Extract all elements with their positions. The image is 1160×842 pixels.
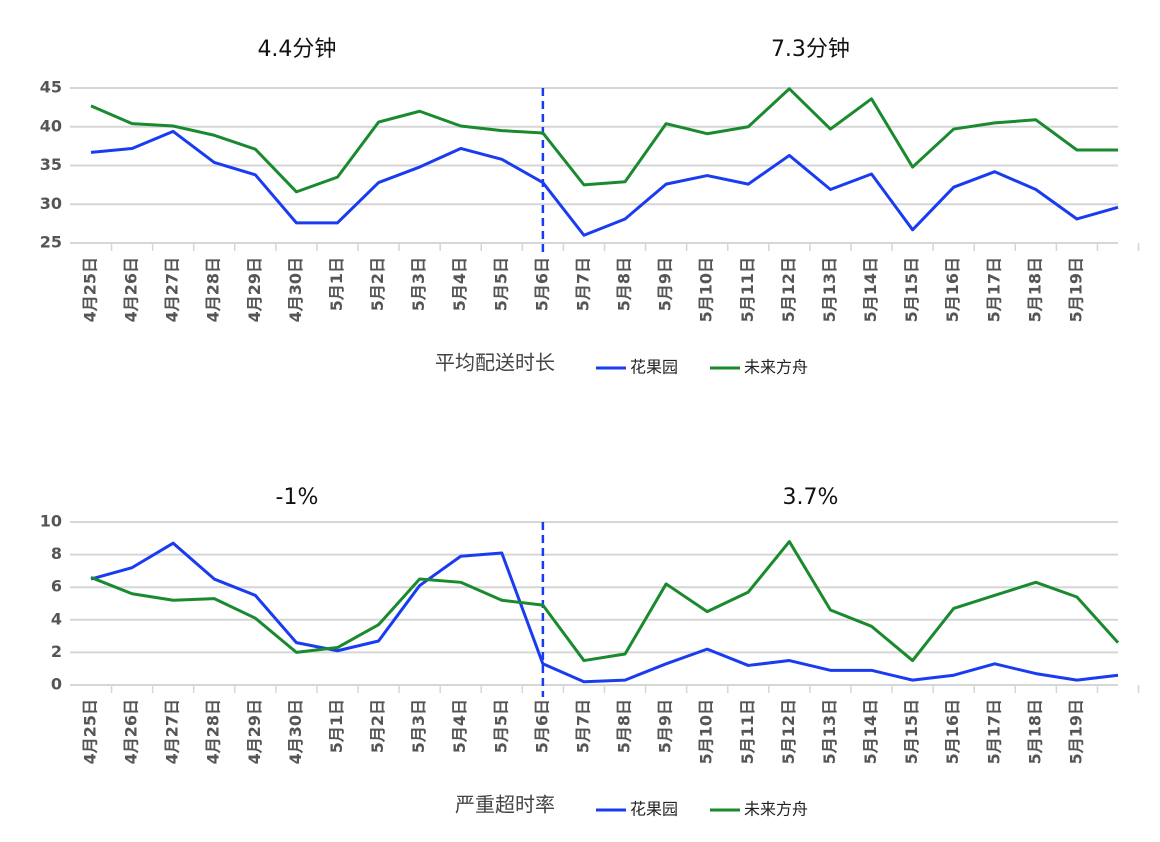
- y-tick-label: 4: [51, 609, 62, 628]
- x-tick-label: 5月15日: [902, 699, 921, 764]
- x-axis-title: 严重超时率: [455, 793, 555, 817]
- x-tick-label: 4月25日: [81, 257, 100, 322]
- x-tick-label: 5月18日: [1025, 257, 1044, 322]
- y-tick-label: 6: [51, 577, 62, 596]
- x-tick-label: 4月26日: [122, 699, 141, 764]
- series-line: [90, 540, 1120, 663]
- x-tick-label: 4月28日: [204, 699, 223, 764]
- x-tick-label: 4月29日: [245, 257, 264, 322]
- x-tick-label: 5月3日: [409, 257, 428, 311]
- x-tick-label: 5月10日: [697, 257, 716, 322]
- y-tick-label: 2: [51, 642, 62, 661]
- x-tick-label: 5月17日: [984, 699, 1003, 764]
- y-tick-label: 35: [40, 155, 62, 174]
- x-axis-title: 平均配送时长: [435, 351, 555, 375]
- x-tick-label: 4月26日: [122, 257, 141, 322]
- x-tick-label: 5月13日: [820, 699, 839, 764]
- legend-label: 花果园: [630, 358, 678, 377]
- annotation: 7.3分钟: [771, 37, 850, 62]
- x-tick-label: 5月8日: [615, 699, 634, 753]
- x-tick-label: 5月10日: [697, 699, 716, 764]
- x-tick-label: 5月16日: [943, 257, 962, 322]
- series-line: [90, 87, 1118, 194]
- x-tick-label: 5月11日: [738, 257, 757, 322]
- y-tick-label: 45: [40, 78, 62, 97]
- x-tick-label: 5月12日: [779, 699, 798, 764]
- x-tick-label: 5月16日: [943, 699, 962, 764]
- x-tick-label: 5月7日: [573, 257, 592, 311]
- annotation: 3.7%: [782, 485, 838, 510]
- legend-label: 未来方舟: [744, 800, 808, 819]
- x-tick-label: 5月17日: [984, 257, 1003, 322]
- y-tick-label: 30: [40, 194, 62, 213]
- legend-label: 未来方舟: [744, 358, 808, 377]
- x-tick-label: 4月27日: [163, 699, 182, 764]
- x-tick-label: 5月11日: [738, 699, 757, 764]
- x-tick-label: 4月28日: [204, 257, 223, 322]
- x-tick-label: 5月13日: [820, 257, 839, 322]
- x-tick-label: 5月2日: [368, 257, 387, 311]
- x-tick-label: 5月4日: [450, 257, 469, 311]
- x-tick-label: 4月29日: [245, 699, 264, 764]
- x-tick-label: 5月2日: [368, 699, 387, 753]
- y-tick-label: 10: [40, 512, 62, 531]
- x-tick-label: 5月5日: [491, 257, 510, 311]
- y-tick-label: 0: [51, 675, 62, 694]
- y-tick-label: 25: [40, 233, 62, 252]
- x-tick-label: 5月1日: [327, 699, 346, 753]
- series-line: [90, 541, 1119, 684]
- x-tick-label: 5月6日: [532, 257, 551, 311]
- x-tick-label: 4月27日: [163, 257, 182, 322]
- x-tick-label: 5月14日: [861, 699, 880, 764]
- x-tick-label: 5月18日: [1025, 699, 1044, 764]
- x-tick-label: 5月15日: [902, 257, 921, 322]
- x-tick-label: 5月9日: [656, 257, 675, 311]
- x-tick-label: 5月8日: [615, 257, 634, 311]
- x-tick-label: 5月3日: [409, 699, 428, 753]
- series-line: [90, 129, 1119, 237]
- x-tick-label: 5月12日: [779, 257, 798, 322]
- legend-label: 花果园: [630, 800, 678, 819]
- x-tick-label: 4月30日: [286, 699, 305, 764]
- x-tick-label: 4月25日: [81, 699, 100, 764]
- x-tick-label: 5月4日: [450, 699, 469, 753]
- x-tick-label: 4月30日: [286, 257, 305, 322]
- annotation: -1%: [276, 485, 319, 510]
- x-tick-label: 5月9日: [656, 699, 675, 753]
- x-tick-label: 5月6日: [532, 699, 551, 753]
- x-tick-label: 5月7日: [573, 699, 592, 753]
- x-tick-label: 5月19日: [1066, 699, 1085, 764]
- x-tick-label: 5月5日: [491, 699, 510, 753]
- x-tick-label: 5月14日: [861, 257, 880, 322]
- y-tick-label: 40: [40, 116, 62, 135]
- x-tick-label: 5月1日: [327, 257, 346, 311]
- y-tick-label: 8: [51, 544, 62, 563]
- x-tick-label: 5月19日: [1066, 257, 1085, 322]
- annotation: 4.4分钟: [257, 37, 336, 62]
